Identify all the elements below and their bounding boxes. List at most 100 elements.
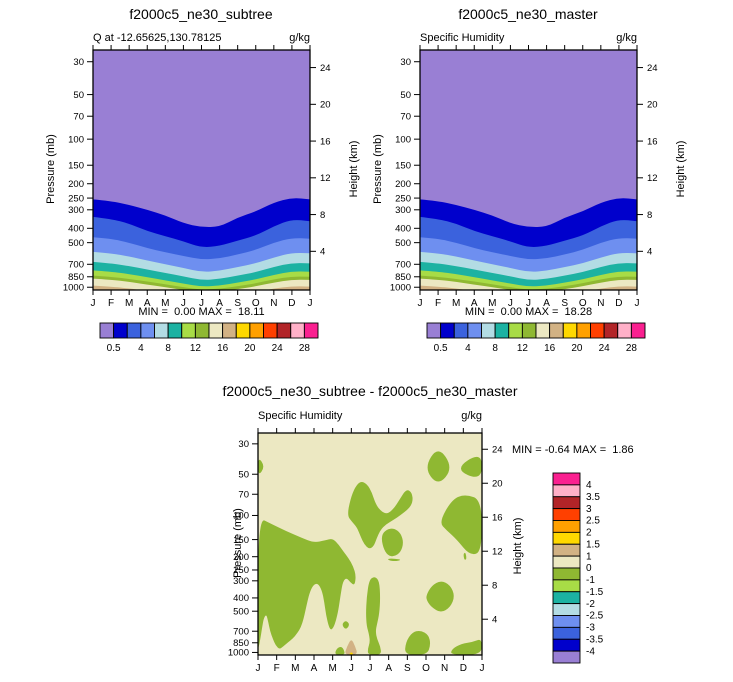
colorbar-cell bbox=[552, 603, 581, 616]
colorbar-cell bbox=[552, 472, 581, 486]
pressure-tick-label: 700 bbox=[395, 259, 411, 270]
month-label: S bbox=[404, 663, 411, 674]
month-label: A bbox=[216, 298, 223, 309]
colorbar-label: 28 bbox=[626, 343, 638, 354]
diff-frame bbox=[257, 432, 483, 656]
colorbar-cell bbox=[552, 579, 581, 593]
colorbar-label: 3.5 bbox=[586, 492, 600, 503]
pressure-tick-label: 500 bbox=[68, 238, 84, 249]
colorbar-cell bbox=[552, 650, 581, 664]
diff-colorbar: 43.532.521.510-1-1.5-2-2.5-3-3.5-4 bbox=[552, 472, 604, 664]
pressure-tick-label: 850 bbox=[395, 272, 411, 283]
diff-region-green bbox=[426, 581, 454, 612]
subtree-minmax: MIN = 0.00 MAX = 18.11 bbox=[138, 306, 265, 318]
colorbar-label: -1.5 bbox=[586, 587, 604, 598]
diff-region-green bbox=[441, 495, 482, 555]
pressure-tick-label: 700 bbox=[68, 259, 84, 270]
colorbar-cell bbox=[521, 322, 537, 339]
month-label: M bbox=[328, 663, 336, 674]
colorbar-cell bbox=[249, 322, 264, 339]
pressure-tick-label: 250 bbox=[233, 565, 249, 576]
subtree-panel-title: f2000c5_ne30_subtree bbox=[129, 6, 273, 22]
colorbar-cell bbox=[552, 531, 581, 545]
height-tick-label: 4 bbox=[320, 247, 325, 258]
colorbar-cell bbox=[208, 322, 224, 339]
month-label: D bbox=[288, 298, 295, 309]
colorbar-cell bbox=[290, 322, 305, 339]
height-tick-label: 8 bbox=[492, 580, 497, 591]
diff-region-yellow bbox=[349, 652, 354, 655]
colorbar-cell bbox=[562, 322, 578, 339]
pressure-tick-label: 50 bbox=[238, 469, 249, 480]
month-label: O bbox=[252, 298, 260, 309]
height-tick-label: 12 bbox=[320, 173, 331, 184]
pressure-tick-label: 400 bbox=[68, 224, 84, 235]
master-panel-title: f2000c5_ne30_master bbox=[458, 6, 598, 22]
diff-region-green bbox=[405, 630, 431, 655]
diff-panel-title: f2000c5_ne30_subtree - f2000c5_ne30_mast… bbox=[222, 383, 518, 399]
pressure-tick-label: 50 bbox=[73, 90, 84, 101]
pressure-tick-label: 850 bbox=[68, 272, 84, 283]
colorbar-label: 12 bbox=[190, 343, 202, 354]
colorbar-cell bbox=[552, 591, 581, 605]
colorbar-cell bbox=[303, 322, 319, 339]
colorbar-label: 24 bbox=[599, 343, 611, 354]
month-label: J bbox=[308, 298, 313, 309]
pressure-tick-label: 70 bbox=[73, 111, 84, 122]
pressure-tick-label: 400 bbox=[395, 224, 411, 235]
height-tick-label: 4 bbox=[492, 614, 497, 625]
colorbar-cell bbox=[549, 322, 564, 339]
pressure-tick-label: 1000 bbox=[228, 648, 249, 659]
pressure-tick-label: 30 bbox=[238, 439, 249, 450]
pressure-tick-label: 50 bbox=[400, 90, 411, 101]
top-colorbar: 0.5 4 8 12 16 20 24 28 bbox=[426, 322, 646, 354]
colorbar-cell bbox=[552, 567, 581, 581]
colorbar-cell bbox=[552, 508, 581, 521]
pressure-tick-label: 250 bbox=[68, 193, 84, 204]
colorbar-cell bbox=[552, 626, 581, 640]
colorbar-label: 16 bbox=[217, 343, 229, 354]
month-label: A bbox=[144, 298, 151, 309]
pressure-tick-label: 70 bbox=[238, 489, 249, 500]
month-label: J bbox=[256, 663, 261, 674]
colorbar-cell bbox=[426, 322, 442, 339]
colorbar-label: 4 bbox=[586, 480, 592, 491]
colorbar-cell bbox=[552, 615, 581, 628]
pressure-tick-label: 100 bbox=[68, 134, 84, 145]
height-tick-label: 20 bbox=[647, 100, 658, 111]
colorbar-label: -2 bbox=[586, 599, 595, 610]
pressure-tick-label: 150 bbox=[395, 160, 411, 171]
month-label: F bbox=[108, 298, 114, 309]
diff-subtitle: Specific Humidity bbox=[258, 410, 343, 422]
diff-region-green bbox=[381, 528, 403, 557]
subtree-units: g/kg bbox=[289, 32, 310, 44]
month-label: M bbox=[291, 663, 299, 674]
colorbar-label: 0.5 bbox=[434, 343, 448, 354]
month-label: J bbox=[91, 298, 96, 309]
master-frame bbox=[419, 49, 638, 291]
pressure-tick-label: 850 bbox=[233, 638, 249, 649]
colorbar-cell bbox=[508, 322, 523, 339]
colorbar-label: -1 bbox=[586, 575, 595, 586]
month-label: N bbox=[597, 298, 604, 309]
month-label: S bbox=[234, 298, 241, 309]
colorbar-label: 20 bbox=[571, 343, 583, 354]
colorbar-label: 4 bbox=[465, 343, 471, 354]
colorbar-cell bbox=[235, 322, 251, 339]
month-label: F bbox=[435, 298, 441, 309]
pressure-tick-label: 1000 bbox=[63, 282, 84, 293]
month-label: A bbox=[311, 663, 318, 674]
master-units: g/kg bbox=[616, 32, 637, 44]
colorbar-cell bbox=[467, 322, 482, 339]
month-label: M bbox=[452, 298, 460, 309]
colorbar-label: 12 bbox=[517, 343, 529, 354]
month-label: J bbox=[635, 298, 640, 309]
diff-minmax: MIN = -0.64 MAX = 1.86 bbox=[512, 444, 634, 456]
colorbar-cell bbox=[535, 322, 551, 339]
diff-pressure-axis-label: Pressure (mb) bbox=[232, 508, 244, 578]
master-height-axis-label: Height (km) bbox=[675, 140, 687, 198]
colorbar-cell bbox=[590, 322, 605, 339]
month-label: J bbox=[526, 298, 531, 309]
